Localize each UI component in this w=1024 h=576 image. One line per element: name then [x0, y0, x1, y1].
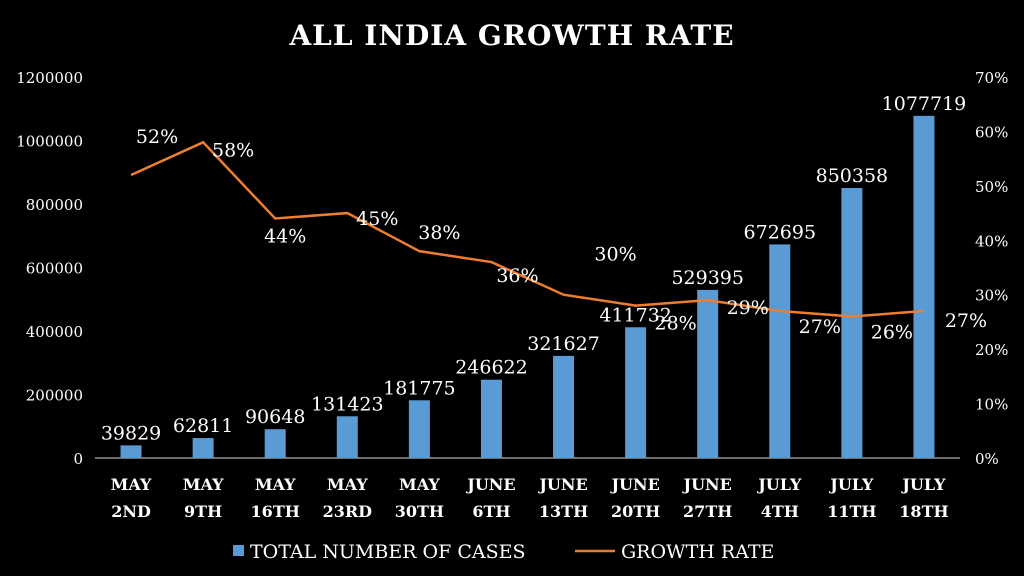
bar	[480, 379, 502, 458]
x-tick-label-day: 30TH	[395, 502, 444, 521]
line-data-label: 27%	[799, 316, 841, 338]
x-tick-label-month: MAY	[183, 475, 224, 494]
line-data-label: 28%	[655, 313, 697, 335]
bar	[408, 400, 430, 458]
x-tick-label-month: MAY	[327, 475, 368, 494]
line-data-label: 58%	[212, 139, 254, 161]
y-left-tick-label: 800000	[26, 196, 83, 214]
growth-rate-line	[130, 140, 925, 318]
bar-data-label: 246622	[455, 357, 528, 379]
x-tick-label-day: 13TH	[539, 502, 588, 521]
x-tick-label-day: 6TH	[472, 502, 510, 521]
bar-data-label: 672695	[744, 221, 817, 243]
line-data-label: 38%	[418, 222, 460, 244]
bar	[120, 445, 142, 458]
y-right-tick-label: 60%	[975, 123, 1008, 141]
line-data-label: 26%	[871, 321, 913, 343]
x-tick-label-month: MAY	[255, 475, 296, 494]
line-data-label: 36%	[496, 265, 538, 287]
x-tick-label-month: JUNE	[609, 475, 659, 494]
y-left-tick-label: 0	[73, 450, 83, 468]
bar-data-label: 1077719	[882, 93, 967, 115]
bar	[264, 429, 286, 458]
x-tick-label-month: JULY	[900, 475, 946, 494]
bar	[769, 244, 791, 458]
x-tick-label-day: 18TH	[899, 502, 948, 521]
y-right-tick-label: 30%	[975, 287, 1008, 305]
y-right-tick-label: 50%	[975, 178, 1008, 196]
x-tick-label-month: MAY	[111, 475, 152, 494]
x-tick-label-day: 20TH	[611, 502, 660, 521]
bar	[553, 355, 575, 458]
line-data-label: 27%	[945, 310, 987, 332]
bar-data-label: 850358	[816, 165, 889, 187]
bar-data-label: 411732	[599, 304, 672, 326]
x-tick-label-day: 16TH	[251, 502, 300, 521]
x-tick-label-month: MAY	[399, 475, 440, 494]
bar	[625, 327, 647, 458]
line-data-label: 30%	[594, 244, 636, 266]
x-tick-label-day: 23RD	[323, 502, 373, 521]
bar	[192, 438, 214, 458]
y-right-tick-label: 10%	[975, 396, 1008, 414]
chart-title: ALL INDIA GROWTH RATE	[288, 19, 734, 52]
bar	[841, 188, 863, 458]
x-tick-label-day: 2ND	[111, 502, 151, 521]
line-data-label: 45%	[356, 208, 398, 230]
bar-data-label: 131423	[311, 393, 384, 415]
x-tick-label-day: 4TH	[761, 502, 799, 521]
y-right-tick-label: 0%	[975, 450, 999, 468]
bar	[913, 115, 935, 458]
x-tick-label-month: JUNE	[537, 475, 587, 494]
y-left-tick-label: 1200000	[16, 69, 83, 87]
bar-data-label: 62811	[173, 415, 233, 437]
x-tick-label-month: JULY	[828, 475, 874, 494]
line-data-label: 29%	[727, 297, 769, 319]
y-left-tick-label: 1000000	[16, 133, 83, 151]
x-tick-label-month: JUNE	[682, 475, 732, 494]
x-tick-label-month: JULY	[756, 475, 802, 494]
legend-label-growth: GROWTH RATE	[621, 541, 774, 563]
bar-data-label: 181775	[383, 377, 456, 399]
y-right-tick-label: 70%	[975, 69, 1008, 87]
y-left-tick-label: 200000	[26, 387, 83, 405]
x-tick-label-day: 11TH	[827, 502, 876, 521]
x-tick-label-day: 27TH	[683, 502, 732, 521]
line-data-label: 52%	[136, 126, 178, 148]
legend-label-cases: TOTAL NUMBER OF CASES	[250, 541, 526, 563]
bar-data-label: 90648	[245, 406, 305, 428]
y-left-tick-label: 400000	[26, 323, 83, 341]
legend-swatch-cases	[233, 545, 244, 556]
bar-data-label: 321627	[527, 333, 600, 355]
bar	[697, 289, 719, 458]
bar-data-label: 529395	[671, 267, 744, 289]
y-right-tick-label: 40%	[975, 232, 1008, 250]
y-left-tick-label: 600000	[26, 260, 83, 278]
line-data-label: 44%	[264, 226, 306, 248]
y-right-tick-label: 20%	[975, 341, 1008, 359]
x-tick-label-day: 9TH	[184, 502, 222, 521]
x-tick-label-month: JUNE	[465, 475, 515, 494]
legend: TOTAL NUMBER OF CASES GROWTH RATE	[233, 541, 774, 563]
bar-data-label: 39829	[101, 422, 161, 444]
bar	[336, 416, 358, 458]
